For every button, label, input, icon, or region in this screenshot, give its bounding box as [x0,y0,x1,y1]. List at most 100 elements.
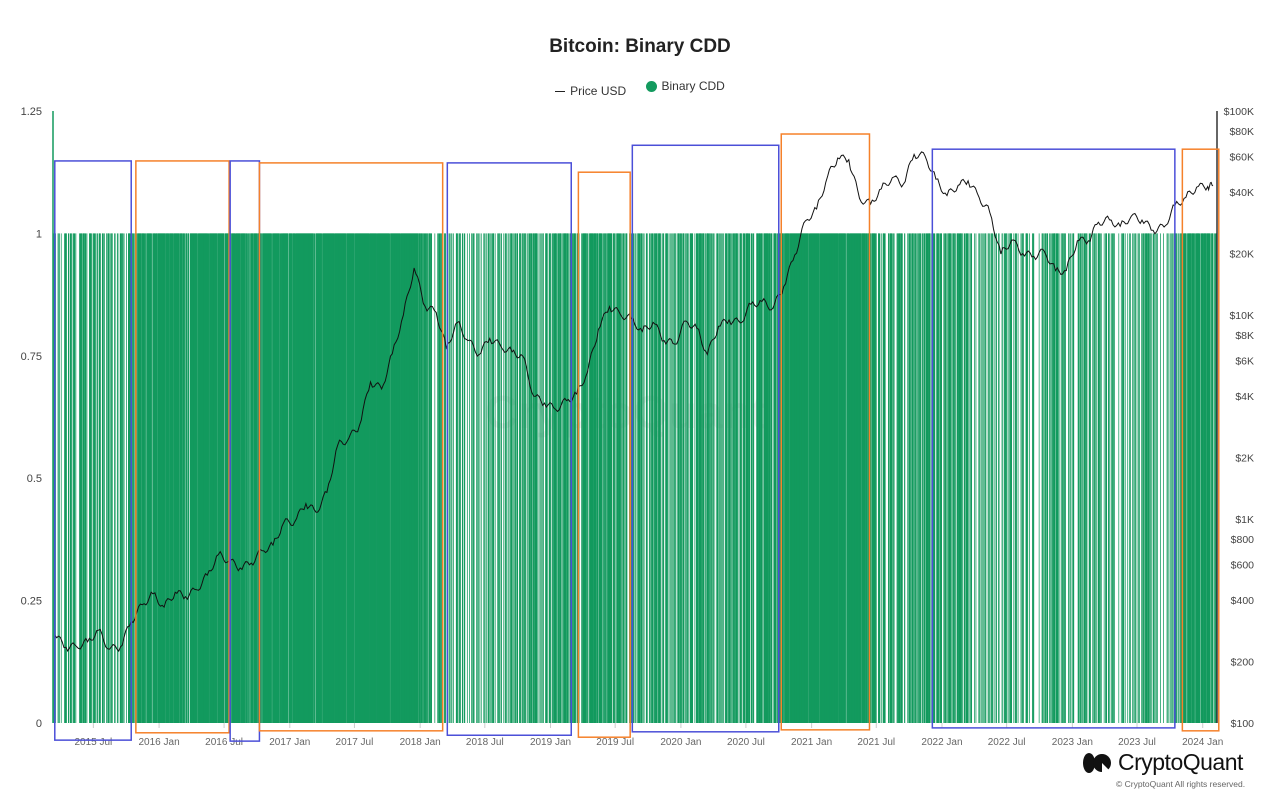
binary-cdd-bar [943,233,945,723]
binary-cdd-bar [150,233,152,723]
binary-cdd-bar [891,233,893,723]
binary-cdd-bar [985,233,987,723]
binary-cdd-bar [116,233,118,723]
binary-cdd-bar [1052,233,1054,723]
binary-cdd-bar [617,233,619,723]
binary-cdd-bar [719,233,720,723]
binary-cdd-bar [1175,233,1177,723]
y-right-tick-label: $800 [1231,534,1255,546]
binary-cdd-bar [700,233,702,723]
binary-cdd-bar [759,233,761,723]
binary-cdd-bar [974,233,975,723]
binary-cdd-bar [93,233,95,723]
binary-cdd-bar [553,233,555,723]
binary-cdd-bar [1015,233,1017,723]
binary-cdd-bar [421,233,423,723]
binary-cdd-bar [1178,233,1179,723]
binary-cdd-bar [1139,233,1140,723]
binary-cdd-bar [469,233,470,723]
binary-cdd-bar [70,233,72,723]
binary-cdd-bar [489,233,491,723]
binary-cdd-bar [1198,233,1200,723]
binary-cdd-bar [97,233,99,723]
legend-item-binary-cdd[interactable]: Binary CDD [645,79,725,93]
binary-cdd-bar [476,233,478,723]
binary-cdd-bar [848,233,850,723]
binary-cdd-bar [923,233,925,723]
binary-cdd-bar [1111,233,1113,723]
binary-cdd-bar [740,233,742,723]
binary-cdd-bar [1135,233,1136,723]
binary-cdd-bar [1153,233,1155,723]
binary-cdd-bar [92,233,94,723]
binary-cdd-bar [449,233,450,723]
binary-cdd-bar [256,233,258,723]
binary-cdd-bar [995,233,997,723]
binary-cdd-bar [457,233,459,723]
binary-cdd-bar [979,233,980,723]
binary-cdd-bar [937,233,939,723]
binary-cdd-bar [188,233,190,723]
binary-cdd-bar [165,233,166,723]
binary-cdd-bar [728,233,729,723]
binary-cdd-bar [539,233,541,723]
binary-cdd-bar [102,233,104,723]
binary-cdd-bar [602,233,604,723]
binary-cdd-bar [84,233,85,723]
binary-cdd-bar [784,233,785,723]
binary-cdd-bar [1058,233,1059,723]
binary-cdd-bar [675,233,677,723]
binary-cdd-bar [181,233,183,723]
binary-cdd-bar [506,233,507,723]
binary-cdd-bar [713,233,715,723]
binary-cdd-bar [1210,233,1212,723]
binary-cdd-bar [260,233,262,723]
binary-cdd-bar [915,233,917,723]
binary-cdd-bar [875,233,877,723]
binary-cdd-bar [767,233,769,723]
y-right-tick-label: $200 [1231,657,1255,669]
binary-cdd-bar [279,233,280,723]
legend-item-price[interactable]: Price USD [555,84,626,98]
binary-cdd-bar [652,233,654,723]
binary-cdd-bar [133,233,135,723]
binary-cdd-bar [247,233,249,723]
binary-cdd-bar [240,233,241,723]
binary-cdd-bar [581,233,582,723]
binary-cdd-bar [100,233,101,723]
binary-cdd-bar [451,233,453,723]
binary-cdd-bar [1004,233,1005,723]
binary-cdd-bar [424,233,426,723]
binary-cdd-bar [476,233,477,723]
binary-cdd-bar [709,233,710,723]
binary-cdd-bar [1013,233,1015,723]
binary-cdd-bar [698,233,699,723]
binary-cdd-bar [557,233,559,723]
binary-cdd-bar [685,233,686,723]
binary-cdd-bar [321,233,323,723]
binary-cdd-bar [1063,233,1064,723]
highlight-box [258,162,444,732]
binary-cdd-bar [114,233,116,723]
binary-cdd-bar [866,233,868,723]
binary-cdd-bar [1120,233,1122,723]
binary-cdd-bar [1152,233,1154,723]
binary-cdd-bar [606,233,608,723]
binary-cdd-bar [961,233,963,723]
binary-cdd-bar [207,233,209,723]
binary-cdd-bar [670,233,672,723]
binary-cdd-bar [143,233,145,723]
binary-cdd-bar [73,233,75,723]
x-tick-label: 2016 Jan [138,737,179,748]
binary-cdd-bar [683,233,685,723]
binary-cdd-bar [897,233,899,723]
cryptoquant-logo: CryptoQuant [1082,749,1243,776]
binary-cdd-bar [721,233,723,723]
highlight-box [780,133,871,731]
binary-cdd-bar [553,233,554,723]
binary-cdd-bar [643,233,645,723]
binary-cdd-bar [354,233,355,723]
binary-cdd-bar [604,233,605,723]
binary-cdd-bar [691,233,692,723]
binary-cdd-bar [440,233,442,723]
